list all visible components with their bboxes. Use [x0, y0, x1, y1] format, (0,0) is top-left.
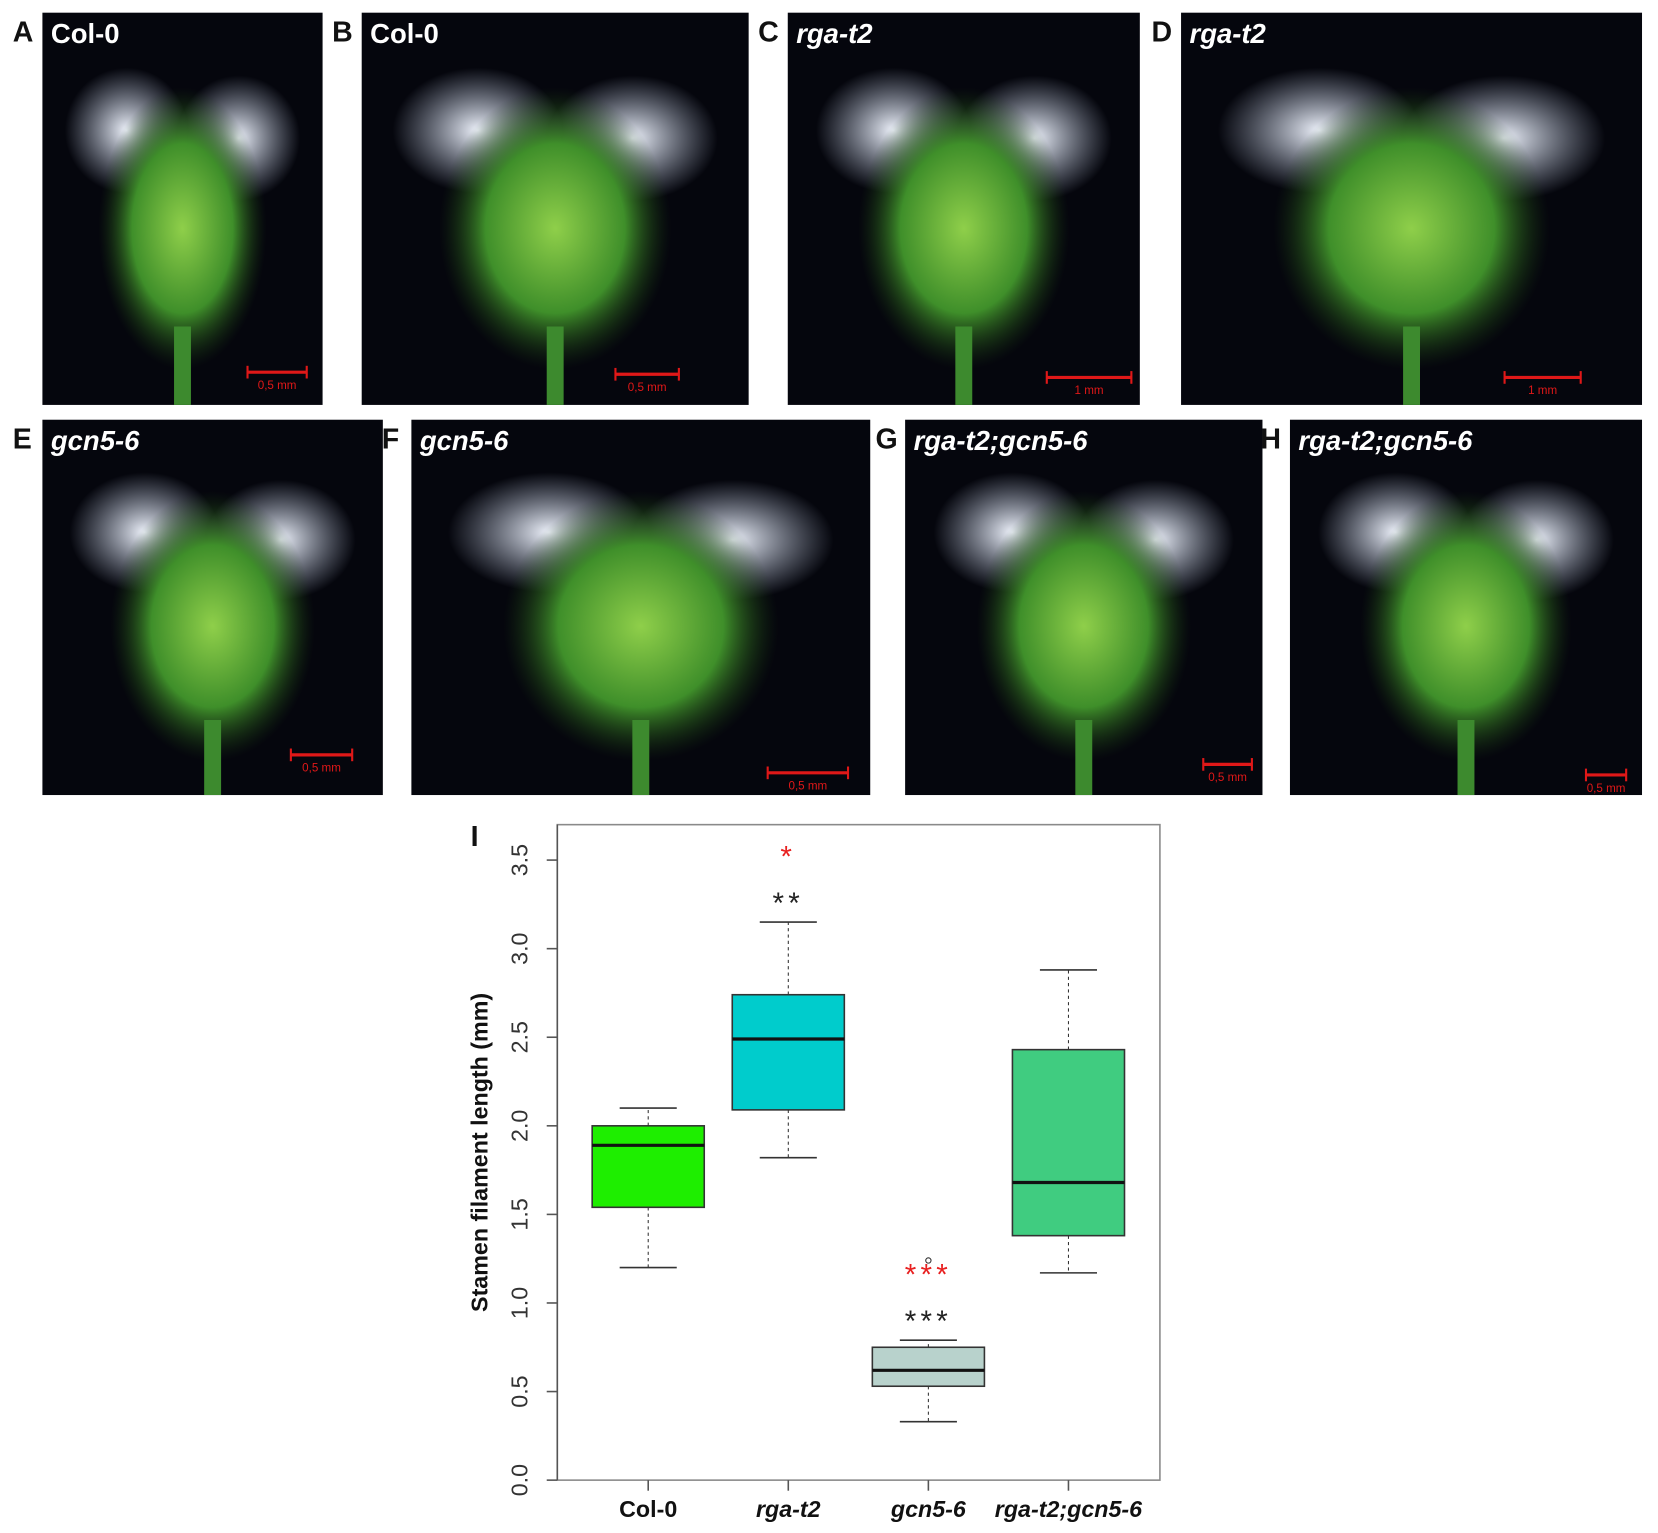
- genotype-label: Col-0: [370, 18, 439, 49]
- flower: [858, 87, 1070, 370]
- y-tick-label: 3.5: [506, 844, 532, 876]
- stem: [1403, 326, 1420, 405]
- significance-mark: **: [773, 887, 804, 920]
- box: [591, 1125, 706, 1209]
- genotype-label: rga-t2: [1190, 18, 1266, 49]
- panel-letter: C: [758, 16, 779, 48]
- flower: [439, 87, 672, 370]
- panel-letter: D: [1151, 16, 1172, 48]
- flower: [98, 87, 267, 370]
- y-tick-label: 1.0: [506, 1287, 532, 1319]
- genotype-label: Col-0: [51, 18, 120, 49]
- flower: [976, 491, 1191, 762]
- y-tick-label: 2.5: [506, 1021, 532, 1053]
- panel-letter: B: [332, 16, 353, 48]
- genotype-label: rga-t2;gcn5-6: [914, 425, 1089, 456]
- stem: [632, 719, 650, 796]
- genotype-label: rga-t2;gcn5-6: [1298, 425, 1473, 456]
- panel-letter: F: [382, 423, 399, 455]
- panel-letter: A: [13, 16, 34, 48]
- y-tick-label: 1.5: [506, 1198, 532, 1230]
- significance-mark: ***: [905, 1259, 952, 1292]
- genotype-label: gcn5-6: [50, 425, 140, 456]
- x-tick-label: rga-t2: [756, 1496, 821, 1522]
- photo-panels: A Col-00,5 mmB Col-00,5 mmC rga-t21 mmD rga-…: [13, 12, 1643, 796]
- y-tick-label: 0.0: [506, 1464, 532, 1496]
- y-tick-label: 2.0: [506, 1110, 532, 1142]
- flower: [1360, 491, 1572, 762]
- x-tick-label: Col-0: [619, 1496, 677, 1522]
- scale-bar-label: 1 mm: [1528, 384, 1557, 397]
- x-tick-label: rga-t2;gcn5-6: [995, 1496, 1143, 1522]
- stem: [204, 719, 222, 796]
- photo-panel: B Col-0 0,5 mm: [332, 12, 749, 405]
- genotype-label: rga-t2: [796, 18, 872, 49]
- stem: [1075, 719, 1093, 796]
- flower: [503, 491, 779, 762]
- scale-bar-label: 0,5 mm: [1208, 771, 1247, 784]
- outlier: [925, 1257, 932, 1264]
- stem: [955, 326, 973, 405]
- panel-letter: E: [13, 423, 32, 455]
- box: [1011, 1048, 1126, 1237]
- panel-letter: I: [471, 821, 479, 853]
- scale-bar-label: 0,5 mm: [788, 780, 827, 793]
- y-axis-label: Stamen filament length (mm): [466, 993, 492, 1312]
- box-plot: I Stamen filament length (mm) 0.0 0.5 1.0 1…: [466, 821, 1161, 1522]
- stem: [546, 326, 564, 405]
- panel-letter: H: [1260, 423, 1281, 455]
- scale-bar-label: 0,5 mm: [258, 379, 297, 392]
- panel-letter: G: [876, 423, 898, 455]
- y-tick-label: 0.5: [506, 1375, 532, 1407]
- significance-mark: *: [780, 840, 796, 873]
- scale-bar-label: 0,5 mm: [628, 381, 667, 394]
- scale-bar-label: 0,5 mm: [302, 762, 341, 775]
- scale-bar-label: 1 mm: [1075, 384, 1104, 397]
- genotype-label: gcn5-6: [419, 425, 509, 456]
- photo-panel: A Col-0 0,5 mm: [13, 12, 323, 405]
- y-tick-label: 3.0: [506, 932, 532, 964]
- x-tick-label: gcn5-6: [890, 1496, 967, 1522]
- flower: [1273, 87, 1550, 370]
- stem: [1457, 719, 1475, 796]
- flower: [110, 491, 315, 762]
- box: [731, 993, 846, 1111]
- stem: [174, 326, 191, 405]
- scale-bar-label: 0,5 mm: [1587, 782, 1626, 795]
- significance-mark: ***: [905, 1305, 952, 1338]
- box: [871, 1346, 986, 1388]
